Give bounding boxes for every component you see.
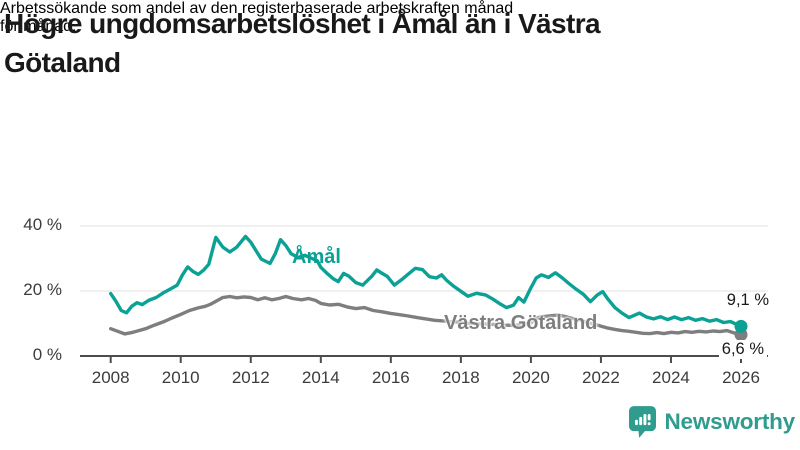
chart-subtitle-line-1: Arbetssökande som andel av den registerb… <box>0 0 514 17</box>
newsworthy-logo-text: Newsworthy <box>664 409 795 434</box>
end-value-label-amal: 9,1 % <box>726 291 769 309</box>
x-tick-label: 2018 <box>441 368 480 387</box>
x-tick-label: 2026 <box>722 368 760 387</box>
series-line--m-l <box>108 234 743 329</box>
x-tick-label: 2020 <box>511 368 550 387</box>
page-title: Högre ungdomsarbetslöshet i Åmål än i Vä… <box>4 4 601 82</box>
series-label-amal: Åmål <box>292 246 341 268</box>
series-label-vastra-gotaland: Västra Götaland <box>444 312 598 334</box>
page-title-line-2: Götaland <box>4 47 121 78</box>
x-tick-label: 2012 <box>231 368 270 387</box>
y-tick-label: 40 % <box>23 215 62 234</box>
end-value-label-vastra-gotaland: 6,6 % <box>718 340 767 359</box>
series-end-dot--m-l <box>734 319 748 333</box>
newsworthy-logo: Newsworthy <box>629 406 795 438</box>
page-title-line-1: Högre ungdomsarbetslöshet i Åmål än i Vä… <box>4 8 601 39</box>
series-line-v-stra-g-taland <box>108 294 743 337</box>
y-tick-label: 20 % <box>23 280 62 299</box>
chart-subtitle-line-2: för månad. <box>0 18 77 35</box>
y-tick-label: 0 % <box>32 345 62 364</box>
x-tick-label: 2014 <box>301 368 340 387</box>
newsworthy-bar-chart-bubble-icon <box>629 406 657 438</box>
x-tick-label: 2008 <box>91 368 130 387</box>
x-tick-label: 2022 <box>582 368 620 387</box>
x-tick-label: 2016 <box>371 368 410 387</box>
x-tick-label: 2010 <box>161 368 200 387</box>
x-tick-label: 2024 <box>652 368 690 387</box>
